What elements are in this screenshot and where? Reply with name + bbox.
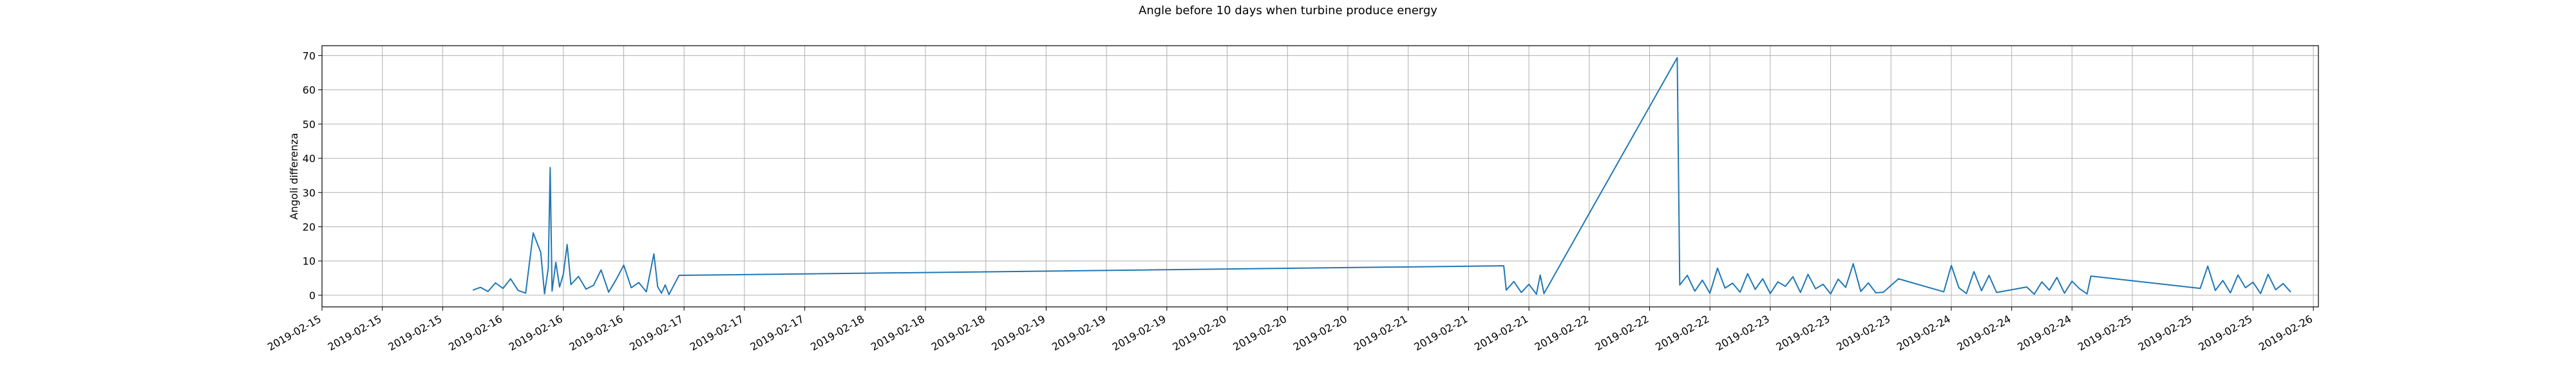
y-tick-label: 50 <box>303 118 316 131</box>
y-tick-label: 40 <box>303 152 316 165</box>
axes-frame <box>321 45 2319 308</box>
plot <box>472 57 2291 295</box>
data-line <box>472 57 2291 295</box>
y-tick-label: 0 <box>309 290 316 302</box>
y-tick-label: 70 <box>303 50 316 62</box>
y-tick-label: 20 <box>303 221 316 233</box>
chart-title: Angle before 10 days when turbine produc… <box>1139 4 1437 17</box>
y-tick-label: 10 <box>303 255 316 268</box>
y-tick-label: 60 <box>303 84 316 96</box>
y-tick-label: 30 <box>303 187 316 199</box>
y-axis-label: Angoli differenza <box>288 133 300 220</box>
grid <box>321 46 2318 307</box>
